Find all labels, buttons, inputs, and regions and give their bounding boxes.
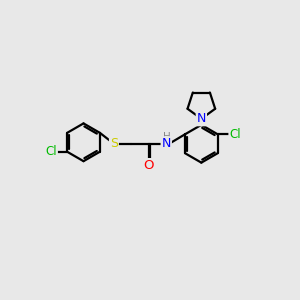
Text: N: N xyxy=(197,112,206,125)
Text: N: N xyxy=(161,137,171,150)
Text: Cl: Cl xyxy=(229,128,241,141)
Text: Cl: Cl xyxy=(45,145,57,158)
Text: S: S xyxy=(110,137,118,150)
Text: O: O xyxy=(143,159,154,172)
Text: H: H xyxy=(163,132,171,142)
